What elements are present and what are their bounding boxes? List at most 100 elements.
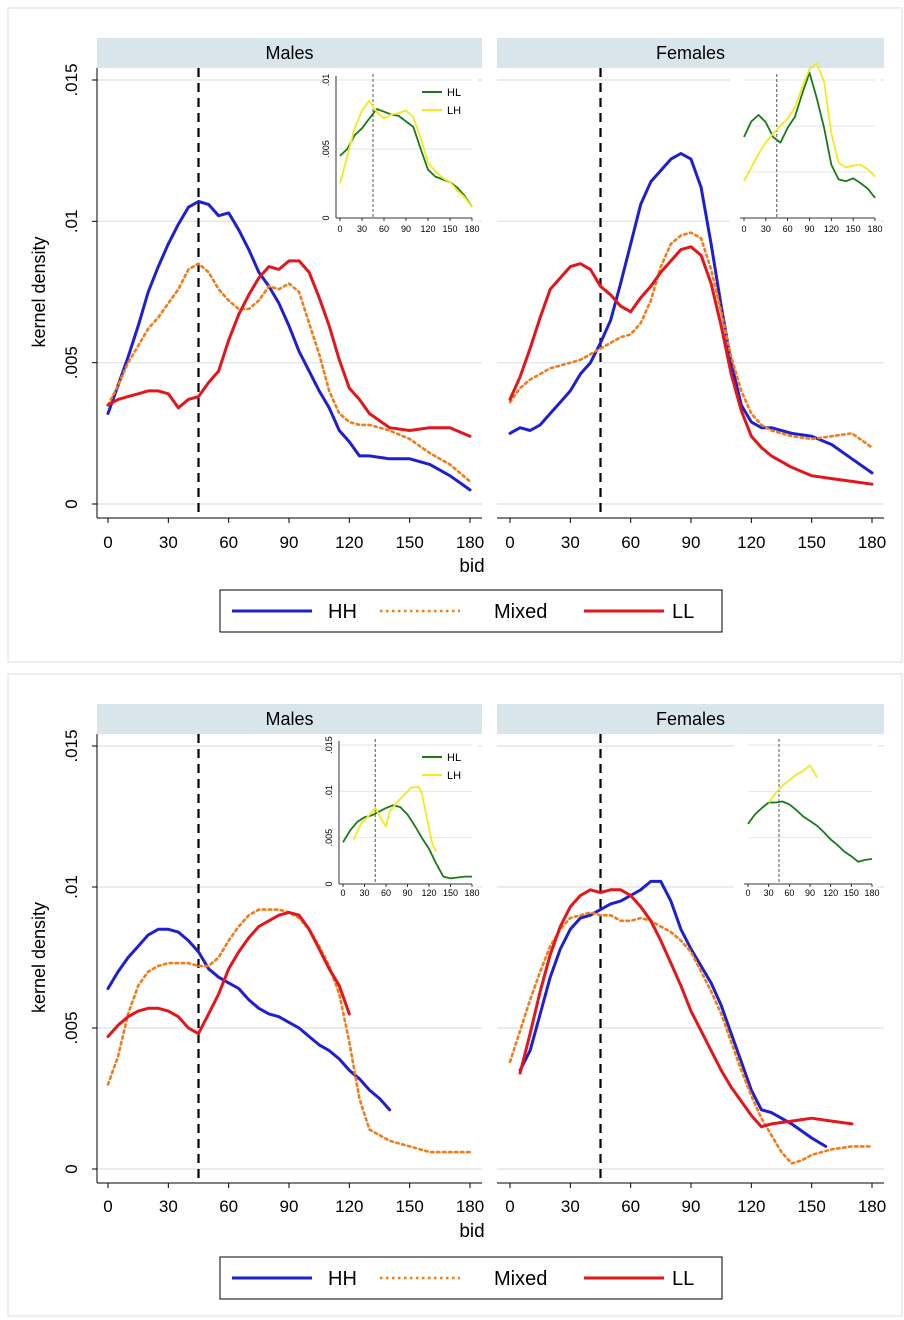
inset-x-tick-label: 180 [864,888,879,898]
x-tick-label: 90 [682,533,701,552]
y-tick-label: 0 [62,1164,81,1173]
inset-series-line-lh [339,99,473,208]
inset-x-tick-label: 120 [421,888,436,898]
x-tick-label: 60 [621,533,640,552]
legend-label: Mixed [494,601,547,623]
legend-label: HH [328,601,357,623]
inset-x-tick-label: 150 [442,224,457,234]
inset-x-tick-label: 0 [340,888,345,898]
inset-series-line-hl [743,71,876,199]
inset-plot: 0 .005 .01 .015 0 30 60 90 120 150 180 HL LH [324,736,480,902]
x-tick-label: 180 [858,533,886,552]
inset-series-line-lh [743,62,876,182]
inset-x-tick-label: 60 [381,888,391,898]
series-line-mixed [106,262,472,483]
x-tick-label: 0 [103,1197,112,1216]
inset-x-tick-label: 30 [359,888,369,898]
y-tick-label: .01 [62,875,81,899]
x-tick-label: 150 [395,533,423,552]
series-line-hh [518,879,828,1148]
inset-legend-label: LH [447,105,461,117]
inset-x-tick-label: 60 [379,224,389,234]
x-tick-label: 0 [505,533,514,552]
panel-title-strip [497,38,884,68]
series-line-hh [106,927,392,1112]
inset-y-tick-label: .01 [324,785,334,798]
inset-plot: 0 .005 .01 0 30 60 90 120 150 180 HL LH [321,72,480,238]
inset-x-tick-label: 90 [804,224,814,234]
inset-x-tick-label: 120 [824,224,839,234]
x-tick-label: 120 [335,1197,363,1216]
x-tick-label: 90 [682,1197,701,1216]
x-tick-label: 90 [280,533,299,552]
x-tick-label: 60 [621,1197,640,1216]
x-tick-label: 150 [797,533,825,552]
panel-title-strip [97,704,482,734]
panel-title: Males [265,709,313,729]
x-tick-label: 180 [456,1197,484,1216]
inset-x-tick-label: 150 [443,888,458,898]
inset-x-tick-label: 90 [805,888,815,898]
panel-females: Females 0 30 60 90 120 150 180 0 30 60 90 120 150 180 [497,704,886,1216]
x-tick-label: 180 [858,1197,886,1216]
inset-x-tick-label: 30 [357,224,367,234]
inset-y-tick-label: .015 [324,736,334,754]
x-tick-label: 150 [797,1197,825,1216]
series-line-hh [106,200,472,492]
x-tick-label: 0 [505,1197,514,1216]
series-line-ll [518,888,854,1129]
inset-x-tick-label: 120 [420,224,435,234]
x-tick-label: 120 [335,533,363,552]
inset-x-tick-label: 30 [761,224,771,234]
inset-x-tick-label: 150 [844,888,859,898]
series-line-mixed [106,908,472,1154]
legend-label: LL [672,1268,694,1290]
series-line-ll [106,910,351,1038]
inset-x-tick-label: 90 [402,888,412,898]
y-tick-label: .015 [62,63,81,96]
inset-legend-label: HL [447,87,461,99]
series-line-mixed [508,231,874,449]
y-axis-title: kernel density [29,902,49,1013]
inset-series-line-lh [352,785,437,853]
inset-x-tick-label: 180 [867,224,882,234]
panel-title: Females [656,43,725,63]
panel-title-strip [97,38,482,68]
inset-x-tick-label: 90 [401,224,411,234]
inset-y-tick-label: 0 [321,215,331,220]
series-line-hh [508,152,874,475]
inset-legend-label: LH [447,770,461,782]
panel-males: Males 0 .005 .01 .015 kernel density 0 30 60 90 12… [29,704,484,1216]
panel-title-strip [497,704,884,734]
x-tick-label: 30 [159,1197,178,1216]
inset-y-tick-label: 0 [324,881,334,886]
inset-x-tick-label: 180 [464,888,479,898]
x-axis-title: bid [459,556,484,577]
inset-x-tick-label: 180 [464,224,479,234]
x-tick-label: 60 [219,1197,238,1216]
legend-label: LL [672,601,694,623]
x-tick-label: 0 [103,533,112,552]
x-tick-label: 60 [219,533,238,552]
inset-background [329,737,478,902]
inset-x-tick-label: 150 [846,224,861,234]
legend-label: Mixed [494,1268,547,1290]
y-tick-label: .005 [62,346,81,379]
y-tick-label: 0 [62,499,81,508]
figure-2: Males 0 .005 .01 .015 kernel density 0 30 60 90 12… [7,673,903,1317]
inset-background [730,72,881,238]
y-tick-label: .015 [62,729,81,762]
legend: HH Mixed LL [219,1256,723,1300]
series-line-ll [106,259,472,438]
figure-1: Males 0 .005 .01 .015 kernel density 0 30 60 90 12… [7,7,903,663]
x-tick-label: 150 [395,1197,423,1216]
y-tick-label: .005 [62,1011,81,1044]
panel-males: Males 0 .005 .01 .015 kernel density 0 30 60 90 12… [29,38,484,552]
inset-legend-label: HL [447,752,461,764]
inset-series-line-lh [767,764,818,804]
inset-background [326,72,478,238]
panel-title: Males [265,43,313,63]
inset-background [734,737,878,902]
x-tick-label: 180 [456,533,484,552]
